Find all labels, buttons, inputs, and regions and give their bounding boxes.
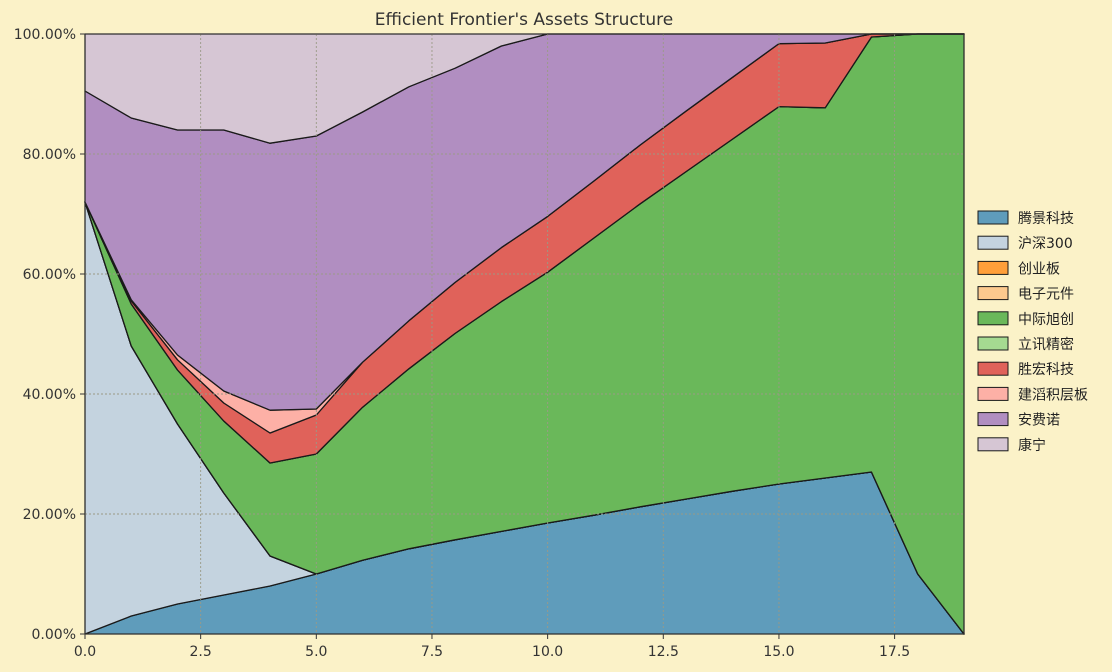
y-tick-label: 60.00% [23, 267, 76, 283]
legend-swatch [977, 361, 1009, 376]
x-tick-label: 12.5 [648, 644, 679, 660]
legend-item[interactable]: 腾景科技 [977, 210, 1074, 227]
legend-swatch [977, 235, 1009, 250]
grid-lines [85, 34, 964, 634]
legend-swatch [977, 336, 1009, 351]
legend-label: 安费诺 [1018, 413, 1060, 429]
legend-swatch [977, 386, 1009, 401]
legend-label: 沪深300 [1018, 236, 1073, 252]
legend-item[interactable]: 胜宏科技 [977, 361, 1074, 378]
legend-swatch [977, 311, 1009, 326]
legend-item[interactable]: 中际旭创 [977, 311, 1074, 328]
legend-label: 建滔积层板 [1018, 387, 1088, 403]
legend-item[interactable]: 电子元件 [977, 286, 1074, 303]
legend-item[interactable]: 立讯精密 [977, 336, 1074, 353]
y-tick-label: 20.00% [23, 507, 76, 523]
y-tick-label: 100.00% [14, 27, 76, 43]
legend-label: 中际旭创 [1018, 312, 1074, 328]
x-tick-label: 15.0 [763, 644, 794, 660]
x-axis: 0.0 2.5 5.0 7.5 10.0 12.5 15.0 17.5 [74, 634, 910, 660]
x-tick-label: 10.0 [532, 644, 563, 660]
legend-label: 胜宏科技 [1018, 362, 1074, 378]
x-tick-label: 7.5 [421, 644, 443, 660]
legend-item[interactable]: 创业板 [977, 260, 1060, 277]
legend-swatch [977, 437, 1009, 452]
x-tick-label: 2.5 [190, 644, 212, 660]
x-tick-label: 5.0 [305, 644, 327, 660]
legend-swatch [977, 260, 1009, 275]
x-tick-label: 0.0 [74, 644, 96, 660]
stacked-areas [84, 33, 965, 635]
y-tick-label: 0.00% [32, 627, 76, 643]
legend-swatch [977, 210, 1009, 225]
legend-label: 康宁 [1018, 437, 1046, 454]
y-axis: 0.00% 20.00% 40.00% 60.00% 80.00% 100.00% [14, 27, 85, 643]
plot-frame [84, 33, 965, 635]
legend-swatch [977, 286, 1009, 301]
legend-item[interactable]: 沪深300 [977, 235, 1073, 252]
legend-label: 立讯精密 [1018, 336, 1074, 353]
chart-title: Efficient Frontier's Assets Structure [375, 10, 673, 30]
legend-item[interactable]: 康宁 [977, 437, 1046, 454]
y-tick-label: 80.00% [23, 147, 76, 163]
legend-label: 创业板 [1018, 261, 1060, 277]
legend-label: 电子元件 [1018, 287, 1074, 303]
legend-swatch [977, 412, 1009, 427]
legend-item[interactable]: 建滔积层板 [977, 386, 1088, 403]
x-tick-label: 17.5 [879, 644, 910, 660]
legend-label: 腾景科技 [1018, 210, 1074, 227]
legend-item[interactable]: 安费诺 [977, 412, 1060, 429]
y-tick-label: 40.00% [23, 387, 76, 403]
